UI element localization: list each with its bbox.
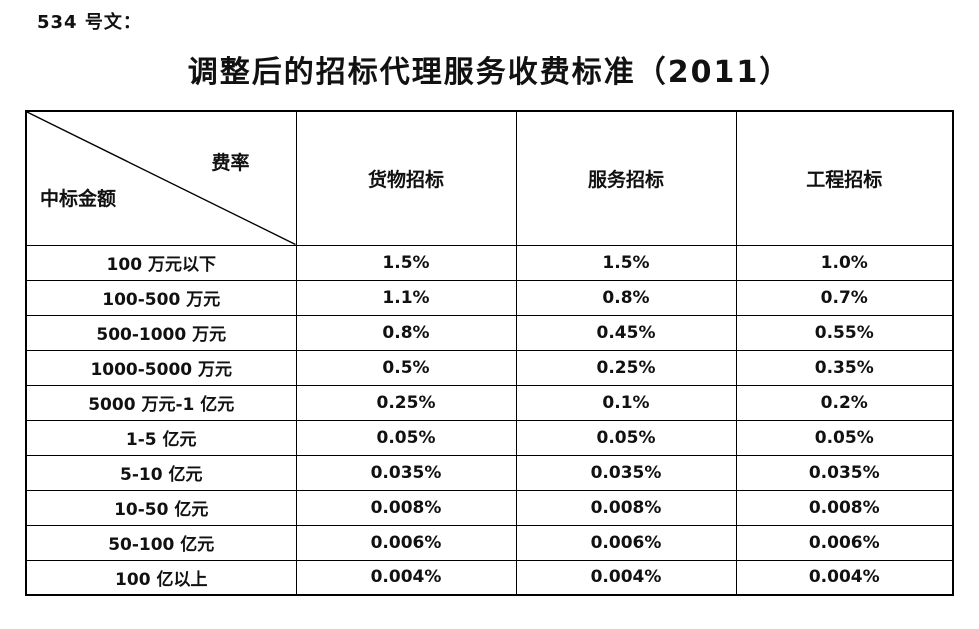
rate-cell: 0.8% xyxy=(295,314,517,351)
rate-cell: 0.1% xyxy=(515,384,737,421)
column-header-service: 服务招标 xyxy=(515,110,737,246)
rate-cell: 0.008% xyxy=(735,489,954,526)
corner-label-amount: 中标金额 xyxy=(40,188,117,210)
rate-cell: 0.006% xyxy=(295,524,517,561)
page-title: 调整后的招标代理服务收费标准（2011） xyxy=(187,55,792,90)
column-header-goods: 货物招标 xyxy=(295,110,517,246)
rate-cell: 0.25% xyxy=(295,384,517,421)
fee-rate-table: 费率 中标金额 货物招标 服务招标 工程招标 100 万元以下 1.5% 1.5… xyxy=(25,110,954,596)
table-row: 10-50 亿元 0.008% 0.008% 0.008% xyxy=(25,489,954,526)
rate-cell: 1.1% xyxy=(295,279,517,316)
corner-label-rate: 费率 xyxy=(211,152,250,174)
header-row: 费率 中标金额 货物招标 服务招标 工程招标 xyxy=(25,110,954,246)
rate-cell: 0.035% xyxy=(515,454,737,491)
row-label: 5000 万元-1 亿元 xyxy=(25,384,297,421)
row-label: 100 万元以下 xyxy=(25,244,297,281)
rate-cell: 0.004% xyxy=(295,559,517,596)
rate-cell: 1.5% xyxy=(295,244,517,281)
rate-cell: 0.8% xyxy=(515,279,737,316)
table-row: 5000 万元-1 亿元 0.25% 0.1% 0.2% xyxy=(25,384,954,421)
rate-cell: 0.05% xyxy=(295,419,517,456)
rate-cell: 0.035% xyxy=(735,454,954,491)
rate-cell: 0.2% xyxy=(735,384,954,421)
table-row: 100 亿以上 0.004% 0.004% 0.004% xyxy=(25,559,954,596)
row-label: 10-50 亿元 xyxy=(25,489,297,526)
row-label: 100-500 万元 xyxy=(25,279,297,316)
rate-cell: 0.004% xyxy=(735,559,954,596)
table-row: 500-1000 万元 0.8% 0.45% 0.55% xyxy=(25,314,954,351)
rate-cell: 0.006% xyxy=(735,524,954,561)
table-row: 50-100 亿元 0.006% 0.006% 0.006% xyxy=(25,524,954,561)
row-label: 500-1000 万元 xyxy=(25,314,297,351)
rate-cell: 0.035% xyxy=(295,454,517,491)
row-label: 1000-5000 万元 xyxy=(25,349,297,386)
row-label: 100 亿以上 xyxy=(25,559,297,596)
rate-cell: 0.45% xyxy=(515,314,737,351)
table-row: 100 万元以下 1.5% 1.5% 1.0% xyxy=(25,244,954,281)
rate-cell: 1.0% xyxy=(735,244,954,281)
table-row: 5-10 亿元 0.035% 0.035% 0.035% xyxy=(25,454,954,491)
doc-number-label: 534 号文： xyxy=(37,12,142,33)
rate-cell: 0.008% xyxy=(295,489,517,526)
row-label: 5-10 亿元 xyxy=(25,454,297,491)
table-row: 1000-5000 万元 0.5% 0.25% 0.35% xyxy=(25,349,954,386)
diagonal-line xyxy=(27,112,296,245)
rate-cell: 0.05% xyxy=(515,419,737,456)
rate-cell: 0.05% xyxy=(735,419,954,456)
row-label: 50-100 亿元 xyxy=(25,524,297,561)
rate-cell: 0.35% xyxy=(735,349,954,386)
rate-cell: 1.5% xyxy=(515,244,737,281)
row-label: 1-5 亿元 xyxy=(25,419,297,456)
column-header-engineering: 工程招标 xyxy=(735,110,954,246)
table-row: 1-5 亿元 0.05% 0.05% 0.05% xyxy=(25,419,954,456)
rate-cell: 0.5% xyxy=(295,349,517,386)
rate-cell: 0.006% xyxy=(515,524,737,561)
table-row: 100-500 万元 1.1% 0.8% 0.7% xyxy=(25,279,954,316)
rate-cell: 0.004% xyxy=(515,559,737,596)
rate-cell: 0.7% xyxy=(735,279,954,316)
rate-cell: 0.55% xyxy=(735,314,954,351)
rate-cell: 0.008% xyxy=(515,489,737,526)
rate-cell: 0.25% xyxy=(515,349,737,386)
corner-header-cell: 费率 中标金额 xyxy=(25,110,297,246)
